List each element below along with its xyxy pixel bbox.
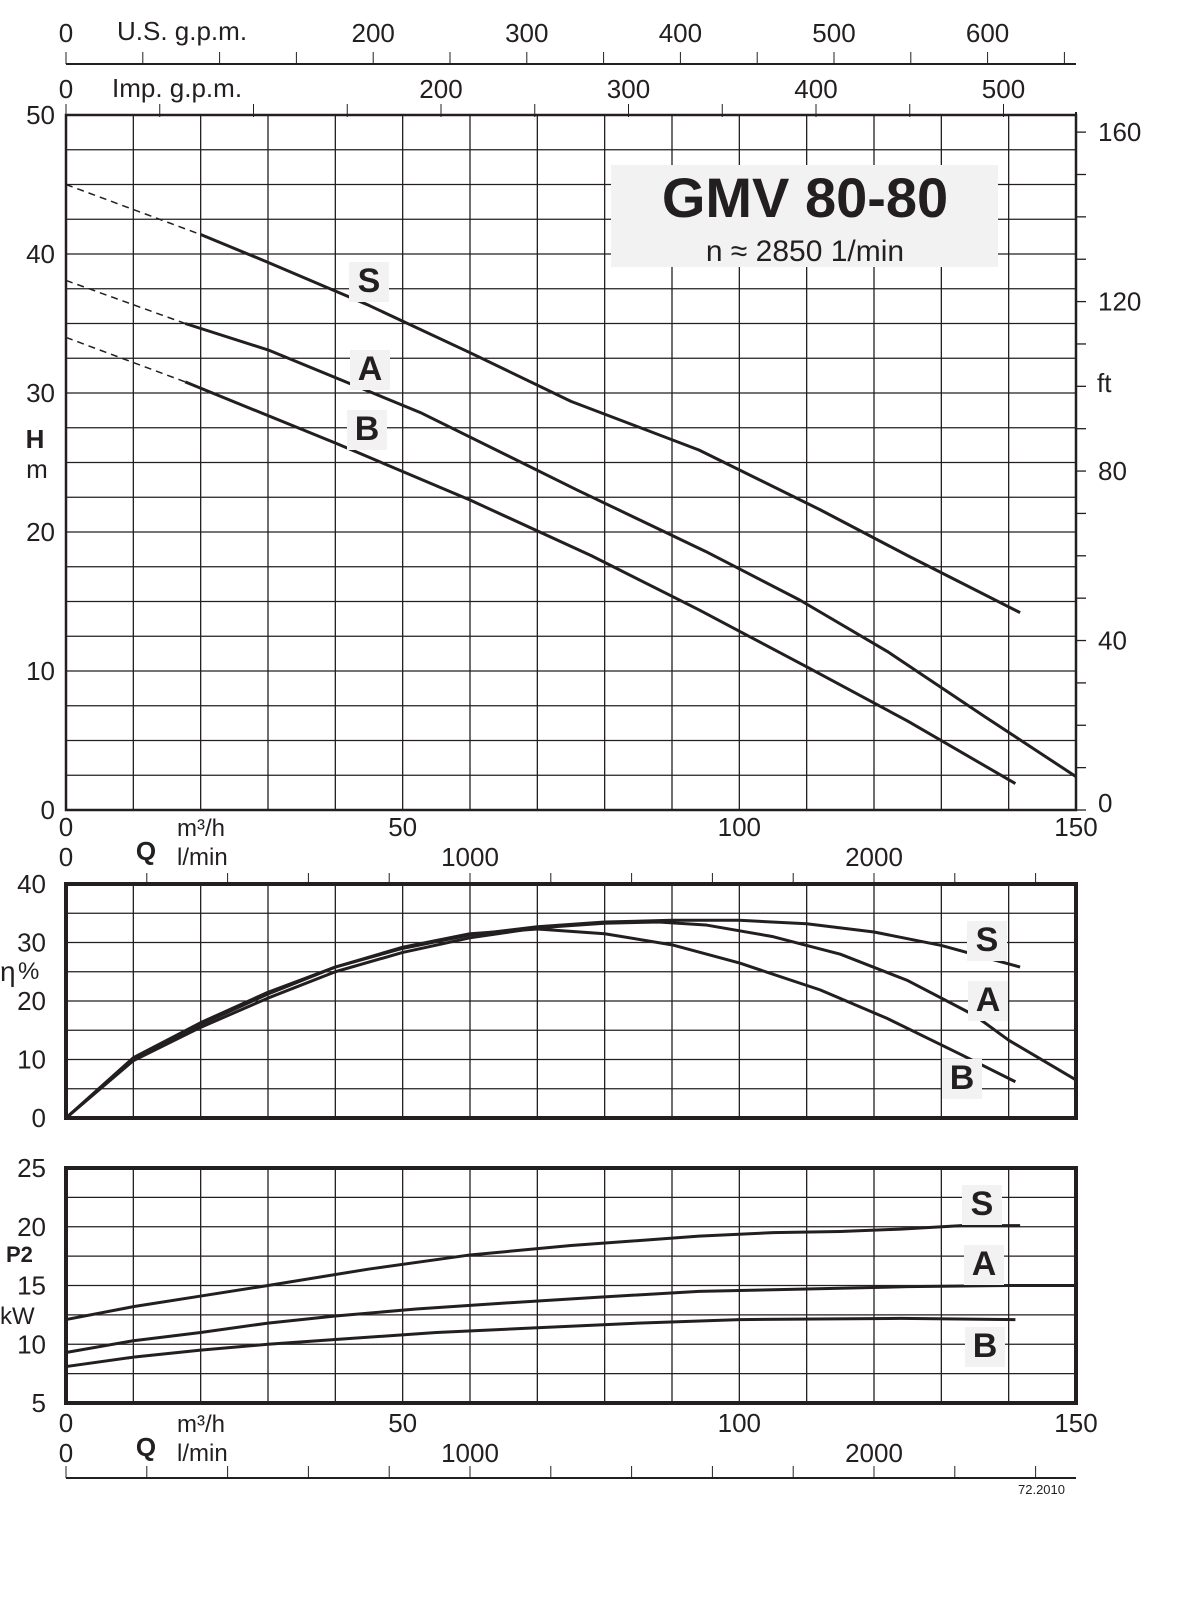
imp-gpm-tick-label: 200 xyxy=(419,74,462,104)
imp-gpm-tick-label: 300 xyxy=(607,74,650,104)
y2-tick-label: 0 xyxy=(1098,788,1112,818)
series-line-B xyxy=(65,1316,1016,1369)
head-x2-tick-label: 0 xyxy=(59,842,73,872)
series-dashed-extension-B xyxy=(65,336,186,383)
series-line-A xyxy=(65,920,1077,1120)
head-x2-tick-label: 2000 xyxy=(845,842,903,872)
plot-frame xyxy=(64,882,1078,1120)
y2-tick-label: 160 xyxy=(1098,117,1141,147)
y-tick-label: 0 xyxy=(32,1103,46,1133)
us-gpm-axis-label: U.S. g.p.m. xyxy=(117,16,247,46)
chart-subtitle: n ≈ 2850 1/min xyxy=(706,235,904,268)
series-label-S: S xyxy=(358,262,381,300)
head-x-axis-label: Q xyxy=(136,836,156,866)
y-axis-unit: m xyxy=(26,454,48,484)
title-box xyxy=(611,165,998,267)
y-tick-label: 50 xyxy=(26,100,55,130)
power-x-tick-label: 50 xyxy=(388,1408,417,1438)
series-label-S: S xyxy=(971,1185,994,1223)
y-tick-label: 30 xyxy=(17,928,46,958)
series-label-A: A xyxy=(976,981,1001,1019)
series-label-S: S xyxy=(976,921,999,959)
us-gpm-tick-label: 200 xyxy=(352,18,395,48)
power-axis-unit: kW xyxy=(0,1303,35,1330)
series-line-S xyxy=(200,233,1021,614)
imp-gpm-tick-label: 400 xyxy=(794,74,837,104)
series-label-A: A xyxy=(358,350,383,388)
series-label-B: B xyxy=(355,410,380,448)
series-line-A xyxy=(65,1284,1076,1354)
series-line-B xyxy=(184,380,1017,785)
y-tick-label: 0 xyxy=(41,795,55,825)
us-gpm-tick-label: 300 xyxy=(505,18,548,48)
y2-axis-unit: ft xyxy=(1097,368,1112,398)
series-label-bg xyxy=(968,981,1008,1021)
series-dashed-extension-A xyxy=(65,279,186,325)
us-gpm-tick-label: 0 xyxy=(59,18,73,48)
us-gpm-tick-label: 500 xyxy=(812,18,855,48)
series-label-B: B xyxy=(950,1059,975,1097)
efficiency-axis-label: η xyxy=(0,956,16,987)
series-label-bg xyxy=(962,1185,1002,1225)
y2-tick-label: 40 xyxy=(1098,626,1127,656)
y-tick-label: 40 xyxy=(17,869,46,899)
imp-gpm-tick-label: 500 xyxy=(982,74,1025,104)
y-tick-label: 5 xyxy=(32,1388,46,1418)
footer-code: 72.2010 xyxy=(1018,1482,1065,1497)
y-tick-label: 20 xyxy=(17,986,46,1016)
y2-tick-label: 120 xyxy=(1098,287,1141,317)
power-x2-axis-unit: l/min xyxy=(177,1440,228,1467)
y-tick-label: 20 xyxy=(17,1212,46,1242)
series-label-bg xyxy=(942,1059,982,1099)
head-x-tick-label: 0 xyxy=(59,812,73,842)
us-gpm-tick-label: 400 xyxy=(659,18,702,48)
power-x2-tick-label: 2000 xyxy=(845,1438,903,1468)
series-label-A: A xyxy=(972,1245,997,1283)
y-tick-label: 25 xyxy=(17,1153,46,1183)
series-label-bg xyxy=(964,1245,1004,1285)
series-line-S xyxy=(65,1224,1021,1322)
power-axis-label: P2 xyxy=(6,1242,33,1267)
power-x-axis-unit: m³/h xyxy=(177,1411,225,1438)
head-x-axis-unit: m³/h xyxy=(177,815,225,842)
imp-gpm-tick-label: 0 xyxy=(59,74,73,104)
y-tick-label: 10 xyxy=(17,1045,46,1075)
chart-title: GMV 80-80 xyxy=(662,166,948,229)
head-x2-tick-label: 1000 xyxy=(441,842,499,872)
power-x2-tick-label: 0 xyxy=(59,1438,73,1468)
power-x-axis-label: Q xyxy=(136,1432,156,1462)
power-x2-tick-label: 1000 xyxy=(441,1438,499,1468)
series-line-A xyxy=(184,322,1077,778)
series-label-B: B xyxy=(973,1327,998,1365)
head-x-tick-label: 150 xyxy=(1054,812,1097,842)
power-x-tick-label: 0 xyxy=(59,1408,73,1438)
series-label-bg xyxy=(967,921,1007,961)
y-tick-label: 10 xyxy=(26,656,55,686)
y-tick-label: 30 xyxy=(26,378,55,408)
series-label-bg xyxy=(349,262,389,302)
head-x-tick-label: 50 xyxy=(388,812,417,842)
y-axis-label: H xyxy=(26,424,45,454)
imp-gpm-axis-label: Imp. g.p.m. xyxy=(112,73,242,103)
y2-tick-label: 80 xyxy=(1098,456,1127,486)
efficiency-axis-unit: % xyxy=(18,958,39,985)
y-tick-label: 10 xyxy=(17,1329,46,1359)
series-label-bg xyxy=(965,1327,1005,1367)
y-tick-label: 40 xyxy=(26,239,55,269)
head-x2-axis-unit: l/min xyxy=(177,844,228,871)
us-gpm-tick-label: 600 xyxy=(966,18,1009,48)
series-line-B xyxy=(65,927,1017,1120)
power-x-tick-label: 100 xyxy=(718,1408,761,1438)
series-label-bg xyxy=(350,350,390,390)
y-tick-label: 15 xyxy=(17,1271,46,1301)
head-x-tick-label: 100 xyxy=(718,812,761,842)
series-label-bg xyxy=(347,410,387,450)
y-tick-label: 20 xyxy=(26,517,55,547)
power-x-tick-label: 150 xyxy=(1054,1408,1097,1438)
